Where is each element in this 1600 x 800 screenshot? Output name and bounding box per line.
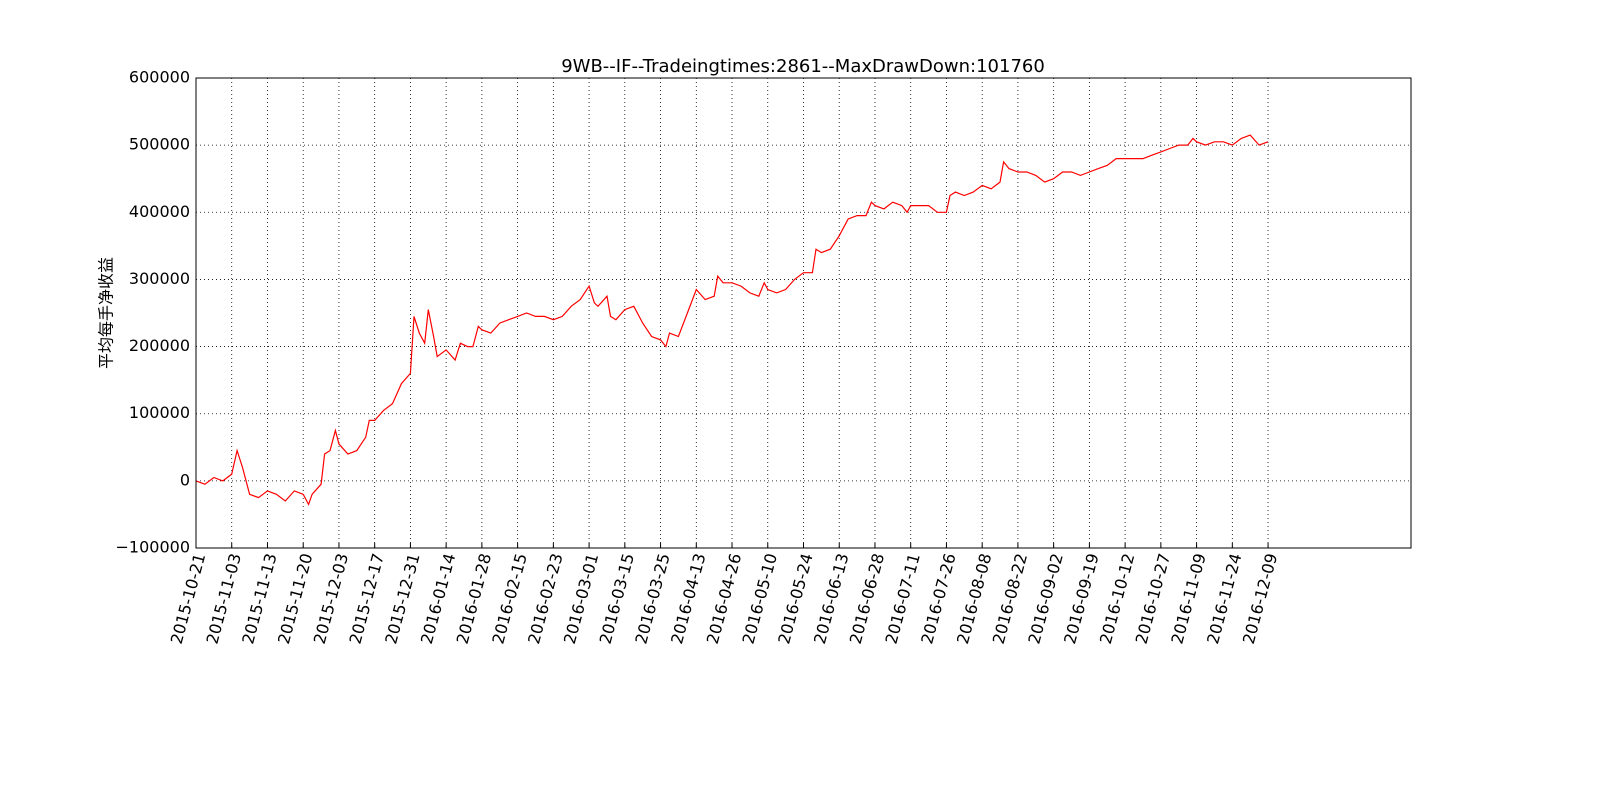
x-tick-label: 2016-06-28 <box>846 551 888 646</box>
x-tick-label: 2016-01-28 <box>453 551 495 646</box>
x-tick-label: 2015-12-31 <box>381 551 423 646</box>
x-tick-label: 2016-03-01 <box>560 551 602 646</box>
x-tick-label: 2015-12-17 <box>345 551 387 646</box>
x-tick-label: 2016-11-09 <box>1167 551 1209 646</box>
y-tick-label: 400000 <box>129 202 190 221</box>
x-tick-label: 2016-05-24 <box>774 551 816 646</box>
x-tick-label: 2016-12-09 <box>1239 551 1281 646</box>
x-tick-label: 2016-01-14 <box>417 551 459 646</box>
y-tick-label: 500000 <box>129 135 190 154</box>
data-line <box>195 134 1269 506</box>
x-tick-label: 2016-08-22 <box>989 551 1031 646</box>
x-tick-label: 2015-10-21 <box>167 551 209 646</box>
x-tick-label: 2016-08-08 <box>953 551 995 646</box>
x-tick-label: 2016-05-10 <box>739 551 781 646</box>
x-tick-label: 2015-12-03 <box>310 551 352 646</box>
x-tick-label: 2016-04-26 <box>703 551 745 646</box>
y-tick-label: 100000 <box>129 403 190 422</box>
y-tick-label: −100000 <box>116 538 190 557</box>
plot-frame <box>195 77 1412 549</box>
x-tick-label: 2015-11-03 <box>203 551 245 646</box>
x-tick-label: 2016-04-13 <box>667 551 709 646</box>
x-tick-label: 2016-10-12 <box>1096 551 1138 646</box>
x-tick-label: 2015-11-13 <box>238 551 280 646</box>
x-tick-label: 2015-11-20 <box>274 551 316 646</box>
x-tick-label: 2016-02-15 <box>488 551 530 646</box>
x-tick-label: 2016-09-02 <box>1024 551 1066 646</box>
x-tick-label: 2016-09-19 <box>1060 551 1102 646</box>
x-tick-label: 2016-03-15 <box>596 551 638 646</box>
y-tick-label: 300000 <box>129 269 190 288</box>
y-tick-label: 0 <box>180 470 190 489</box>
x-tick-label: 2016-06-13 <box>810 551 852 646</box>
x-tick-label: 2016-03-25 <box>631 551 673 646</box>
chart-title: 9WB--IF--Tradeingtimes:2861--MaxDrawDown… <box>561 56 1045 77</box>
x-tick-label: 2016-07-11 <box>881 551 923 646</box>
y-tick-label: 200000 <box>129 336 190 355</box>
x-tick-label: 2016-11-24 <box>1203 551 1245 646</box>
y-axis-label: 平均每手净收益 <box>97 257 116 369</box>
y-tick-label: 600000 <box>129 68 190 87</box>
x-tick-label: 2016-07-26 <box>917 551 959 646</box>
x-tick-label: 2016-02-23 <box>524 551 566 646</box>
x-tick-label: 2016-10-27 <box>1132 551 1174 646</box>
